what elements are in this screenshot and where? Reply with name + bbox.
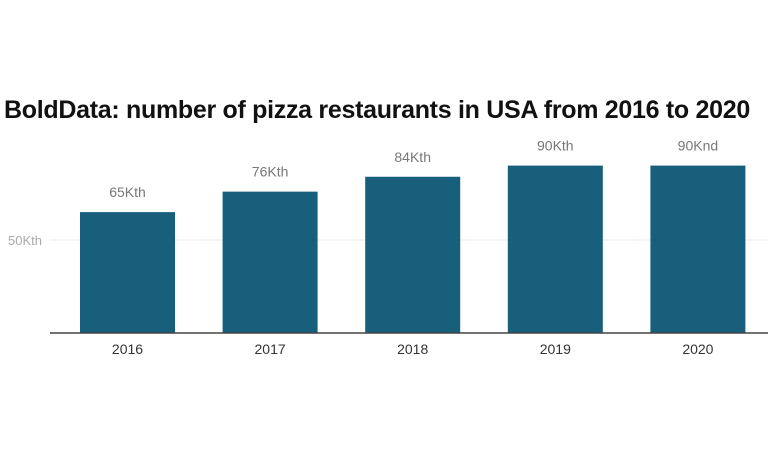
x-tick-label: 2018 xyxy=(397,341,428,357)
x-tick-label: 2019 xyxy=(540,341,571,357)
chart-title: BoldData: number of pizza restaurants in… xyxy=(4,96,750,124)
data-label: 65Kth xyxy=(109,184,146,200)
data-label: 90Knd xyxy=(678,138,718,154)
y-tick-label: 50Kth xyxy=(8,233,42,248)
bar-2018 xyxy=(365,176,461,333)
bar-2019 xyxy=(507,165,603,333)
x-tick-label: 2020 xyxy=(682,341,713,357)
data-label: 90Kth xyxy=(537,138,574,154)
bar-2017 xyxy=(222,191,318,333)
x-tick-label: 2017 xyxy=(255,341,286,357)
bar-2016 xyxy=(80,212,175,333)
data-label: 76Kth xyxy=(252,164,289,180)
data-label: 84Kth xyxy=(394,149,431,165)
x-tick-label: 2016 xyxy=(112,341,143,357)
bar-2020 xyxy=(650,165,746,333)
